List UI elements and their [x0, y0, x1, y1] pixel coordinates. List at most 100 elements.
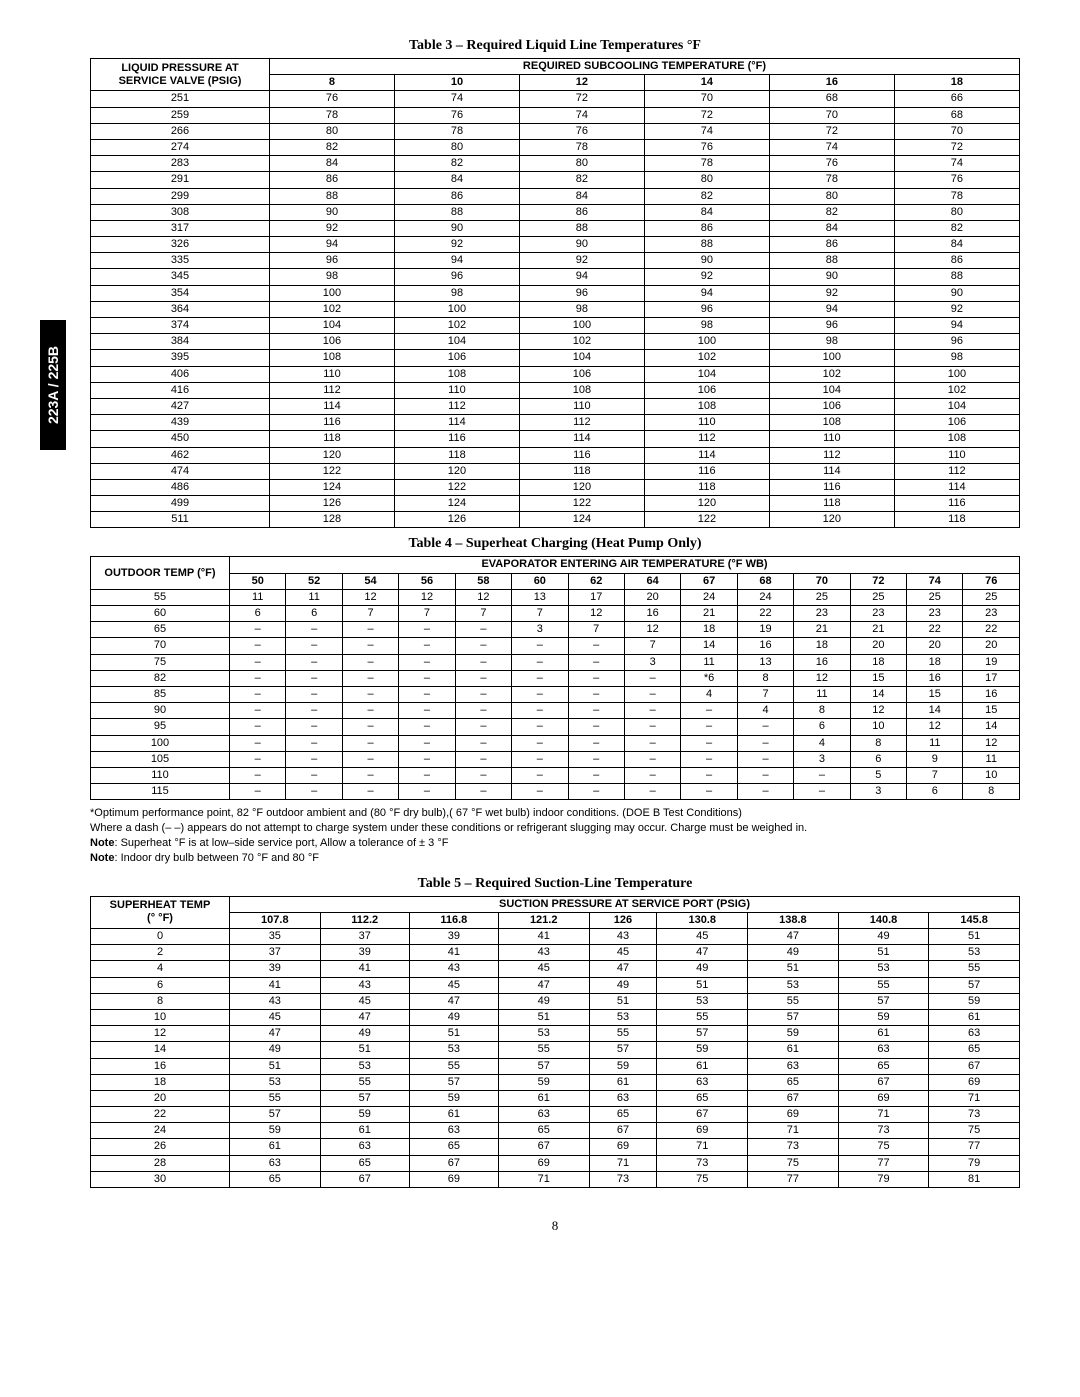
cell: 51 — [929, 929, 1020, 945]
cell: 59 — [320, 1107, 409, 1123]
note-line-1: *Optimum performance point, 82 °F outdoo… — [90, 806, 1020, 821]
cell: – — [512, 654, 568, 670]
cell: – — [624, 751, 680, 767]
row-label: 364 — [91, 301, 270, 317]
table-row: 39510810610410210098 — [91, 350, 1020, 366]
table-row: 317929088868482 — [91, 220, 1020, 236]
cell: 126 — [270, 496, 395, 512]
row-label: 511 — [91, 512, 270, 528]
cell: 118 — [270, 431, 395, 447]
cell: 57 — [409, 1074, 498, 1090]
cell: – — [624, 686, 680, 702]
cell: 76 — [270, 91, 395, 107]
cell: – — [230, 703, 286, 719]
cell: 78 — [894, 188, 1019, 204]
cell: – — [455, 703, 511, 719]
row-label: 345 — [91, 269, 270, 285]
cell: 76 — [644, 139, 769, 155]
row-label: 283 — [91, 156, 270, 172]
cell: – — [624, 719, 680, 735]
cell: 49 — [589, 977, 657, 993]
cell: – — [681, 735, 737, 751]
cell: 104 — [769, 382, 894, 398]
cell: 80 — [894, 204, 1019, 220]
cell: 94 — [644, 285, 769, 301]
cell: 116 — [270, 415, 395, 431]
cell: 12 — [342, 589, 398, 605]
cell: 45 — [230, 1009, 321, 1025]
col-header: 62 — [568, 573, 624, 589]
cell: – — [794, 767, 850, 783]
row-label: 0 — [91, 929, 230, 945]
cell: 102 — [769, 366, 894, 382]
cell: 43 — [409, 961, 498, 977]
cell: 71 — [748, 1123, 839, 1139]
cell: – — [737, 719, 793, 735]
cell: 80 — [769, 188, 894, 204]
cell: 90 — [769, 269, 894, 285]
cell: 16 — [624, 606, 680, 622]
cell: 7 — [737, 686, 793, 702]
row-label: 251 — [91, 91, 270, 107]
cell: 69 — [748, 1107, 839, 1123]
cell: 78 — [519, 139, 644, 155]
cell: 106 — [519, 366, 644, 382]
cell: – — [681, 751, 737, 767]
cell: 102 — [894, 382, 1019, 398]
cell: 14 — [907, 703, 963, 719]
cell: 116 — [769, 479, 894, 495]
cell: 12 — [907, 719, 963, 735]
cell: – — [230, 767, 286, 783]
row-label: 462 — [91, 447, 270, 463]
cell: 4 — [794, 735, 850, 751]
cell: 39 — [409, 929, 498, 945]
row-label: 110 — [91, 767, 230, 783]
col-header: 56 — [399, 573, 455, 589]
table-row: 10454749515355575961 — [91, 1009, 1020, 1025]
cell: – — [342, 703, 398, 719]
cell: 88 — [394, 204, 519, 220]
cell: 57 — [498, 1058, 589, 1074]
cell: 96 — [394, 269, 519, 285]
cell: 79 — [929, 1155, 1020, 1171]
cell: 67 — [838, 1074, 929, 1090]
cell: – — [399, 670, 455, 686]
cell: – — [568, 638, 624, 654]
cell: 49 — [230, 1042, 321, 1058]
cell: – — [512, 670, 568, 686]
cell: 6 — [230, 606, 286, 622]
cell: – — [455, 686, 511, 702]
row-label: 60 — [91, 606, 230, 622]
cell: 106 — [894, 415, 1019, 431]
cell: 114 — [644, 447, 769, 463]
cell: – — [399, 622, 455, 638]
cell: 53 — [589, 1009, 657, 1025]
note-line-4a: Note — [90, 852, 114, 864]
row-label: 18 — [91, 1074, 230, 1090]
row-label: 439 — [91, 415, 270, 431]
cell: 12 — [963, 735, 1020, 751]
cell: – — [399, 654, 455, 670]
cell: 122 — [519, 496, 644, 512]
cell: 116 — [644, 463, 769, 479]
cell: 51 — [498, 1009, 589, 1025]
table-row: 462120118116114112110 — [91, 447, 1020, 463]
cell: 11 — [963, 751, 1020, 767]
table3-group-header: REQUIRED SUBCOOLING TEMPERATURE (°F) — [270, 59, 1020, 75]
cell: – — [624, 767, 680, 783]
table-row: 65–––––3712181921212222 — [91, 622, 1020, 638]
cell: 84 — [394, 172, 519, 188]
cell: 63 — [929, 1026, 1020, 1042]
cell: 49 — [657, 961, 748, 977]
cell: 55 — [230, 1090, 321, 1106]
cell: – — [342, 686, 398, 702]
cell: 90 — [894, 285, 1019, 301]
cell: 84 — [894, 237, 1019, 253]
cell: 118 — [394, 447, 519, 463]
row-label: 70 — [91, 638, 230, 654]
cell: 104 — [519, 350, 644, 366]
cell: 8 — [963, 784, 1020, 800]
cell: 82 — [644, 188, 769, 204]
cell: 63 — [409, 1123, 498, 1139]
cell: 110 — [644, 415, 769, 431]
